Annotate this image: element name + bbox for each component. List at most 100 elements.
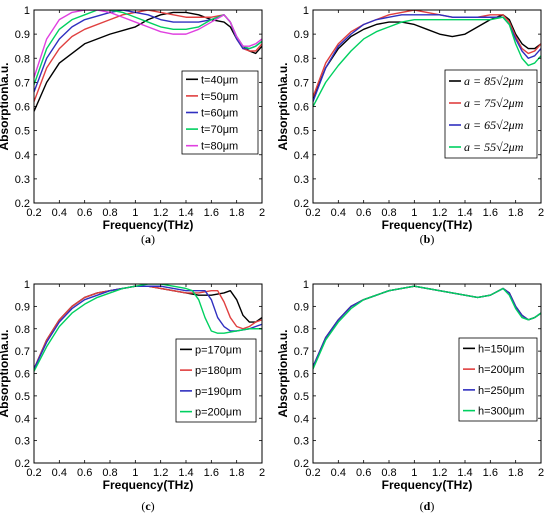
y-tick-label: 0.9 (294, 29, 309, 41)
series-line-2 (34, 285, 262, 370)
x-tick-label: 1 (132, 207, 138, 219)
y-axis-label: Absorption\a.u. (276, 63, 290, 151)
y-tick-label: 0.8 (294, 53, 309, 65)
chart-panel-b: 0.2 0.4 0.6 0.8 1 1.2 1.4 1.6 1.8 2 0.2 0.3 0.4 0.5 0.… (276, 5, 544, 246)
series-line-4 (313, 285, 541, 370)
x-tick-label: 1.2 (153, 467, 168, 479)
chart-panel-d: 0.2 0.4 0.6 0.8 1 1.2 1.4 1.6 1.8 2 0.2 0.3 0.4 0.5 0.… (276, 279, 544, 513)
x-tick-label: 1.6 (483, 207, 498, 219)
x-tick-label: 0.2 (305, 467, 320, 479)
x-tick-label: 1.6 (483, 467, 498, 479)
legend-label: a = 55√2μm (464, 140, 524, 154)
x-tick-label: 0.8 (102, 467, 117, 479)
legend: h=150μm h=200μm h=250μm h=300μm (458, 337, 538, 422)
legend-label: t=80μm (201, 141, 238, 153)
x-axis-label: Frequency(THz) (382, 478, 473, 492)
series-line-4 (34, 284, 262, 372)
legend-label: a = 85√2μm (464, 74, 524, 88)
y-tick-label: 0.3 (294, 174, 309, 186)
y-tick-label: 0.8 (15, 53, 30, 65)
y-tick-label: 0.9 (15, 301, 30, 313)
y-tick-label: 0.3 (15, 436, 30, 448)
x-axis-label: Frequency(THz) (103, 218, 194, 232)
x-tick-label: 0.8 (381, 207, 396, 219)
y-tick-label: 0.7 (294, 346, 309, 358)
x-tick-label: 0.8 (381, 467, 396, 479)
x-tick-label: 1.4 (457, 467, 472, 479)
y-tick-label: 0.4 (15, 150, 30, 162)
x-tick-label: 1.4 (178, 467, 193, 479)
legend-label: h=150μm (478, 343, 524, 355)
x-tick-label: 0.4 (331, 207, 346, 219)
y-tick-label: 0.9 (15, 29, 30, 41)
x-tick-label: 1.2 (432, 467, 447, 479)
x-tick-label: 0.6 (77, 467, 92, 479)
legend-box (175, 338, 257, 423)
x-tick-label: 2 (259, 207, 265, 219)
y-tick-label: 0.3 (294, 436, 309, 448)
legend: t=40μm t=50μm t=60μm t=70μm t=80μm (181, 70, 259, 155)
panel-caption: (b) (420, 232, 435, 246)
x-tick-label: 1 (411, 207, 417, 219)
legend-label: a = 65√2μm (464, 118, 524, 132)
y-axis-label: Absorption\a.u. (276, 330, 290, 418)
x-tick-label: 0.6 (77, 207, 92, 219)
series-line-3 (34, 10, 262, 93)
x-tick-label: 0.4 (52, 467, 67, 479)
legend-label: t=40μm (201, 74, 238, 86)
series-line-5 (34, 10, 262, 78)
x-tick-label: 0.4 (52, 207, 67, 219)
x-tick-label: 0.6 (356, 207, 371, 219)
legend-label: p=180μm (195, 365, 241, 377)
y-tick-label: 0.5 (15, 391, 30, 403)
y-tick-label: 0.7 (15, 346, 30, 358)
legend: a = 85√2μm a = 75√2μm a = 65√2μm a = 55√2μm (444, 69, 538, 159)
legend-box (458, 337, 538, 422)
panel-caption: (c) (141, 499, 154, 513)
y-tick-label: 0.2 (15, 198, 30, 210)
legend-label: t=60μm (201, 108, 238, 120)
y-tick-label: 0.6 (15, 369, 30, 381)
x-tick-label: 2 (538, 467, 544, 479)
chart-panel-a: 0.2 0.4 0.6 0.8 1 1.2 1.4 1.6 1.8 2 0.2 0.3 0.4 0.5 0.… (0, 5, 265, 246)
x-tick-label: 0.2 (26, 207, 41, 219)
y-tick-label: 0.7 (294, 77, 309, 89)
y-tick-label: 0.2 (15, 458, 30, 470)
x-tick-label: 1.6 (204, 207, 219, 219)
legend-label: h=300μm (478, 406, 524, 418)
legend: p=170μm p=180μm p=190μm p=200μm (175, 338, 257, 423)
y-tick-label: 0.8 (294, 324, 309, 336)
series-line-4 (313, 16, 541, 107)
series-line-1 (313, 14, 541, 100)
y-tick-label: 0.7 (15, 77, 30, 89)
x-tick-label: 0.4 (331, 467, 346, 479)
legend-label: p=200μm (195, 407, 241, 419)
y-tick-label: 0.6 (294, 369, 309, 381)
x-tick-label: 1.4 (457, 207, 472, 219)
y-tick-label: 0.5 (294, 391, 309, 403)
x-tick-label: 1 (411, 467, 417, 479)
y-tick-label: 0.8 (15, 324, 30, 336)
y-tick-label: 0.4 (294, 413, 309, 425)
y-tick-label: 0.4 (15, 413, 30, 425)
legend-label: p=190μm (195, 386, 241, 398)
y-tick-label: 0.2 (294, 458, 309, 470)
y-tick-label: 0.9 (294, 301, 309, 313)
y-tick-label: 0.6 (294, 102, 309, 114)
y-axis-label: Absorption\a.u. (0, 330, 11, 418)
legend-label: t=50μm (201, 91, 238, 103)
legend-box (444, 69, 538, 159)
x-tick-label: 1.8 (508, 207, 523, 219)
y-tick-label: 0.5 (294, 126, 309, 138)
panel-caption: (d) (420, 499, 435, 513)
y-tick-label: 1 (303, 279, 309, 291)
y-tick-label: 0.4 (294, 150, 309, 162)
x-tick-label: 0.8 (102, 207, 117, 219)
y-tick-label: 1 (24, 279, 30, 291)
legend-label: p=170μm (195, 344, 241, 356)
x-tick-label: 0.2 (305, 207, 320, 219)
y-tick-label: 0.5 (15, 126, 30, 138)
y-tick-label: 0.6 (15, 102, 30, 114)
x-tick-label: 1 (132, 467, 138, 479)
